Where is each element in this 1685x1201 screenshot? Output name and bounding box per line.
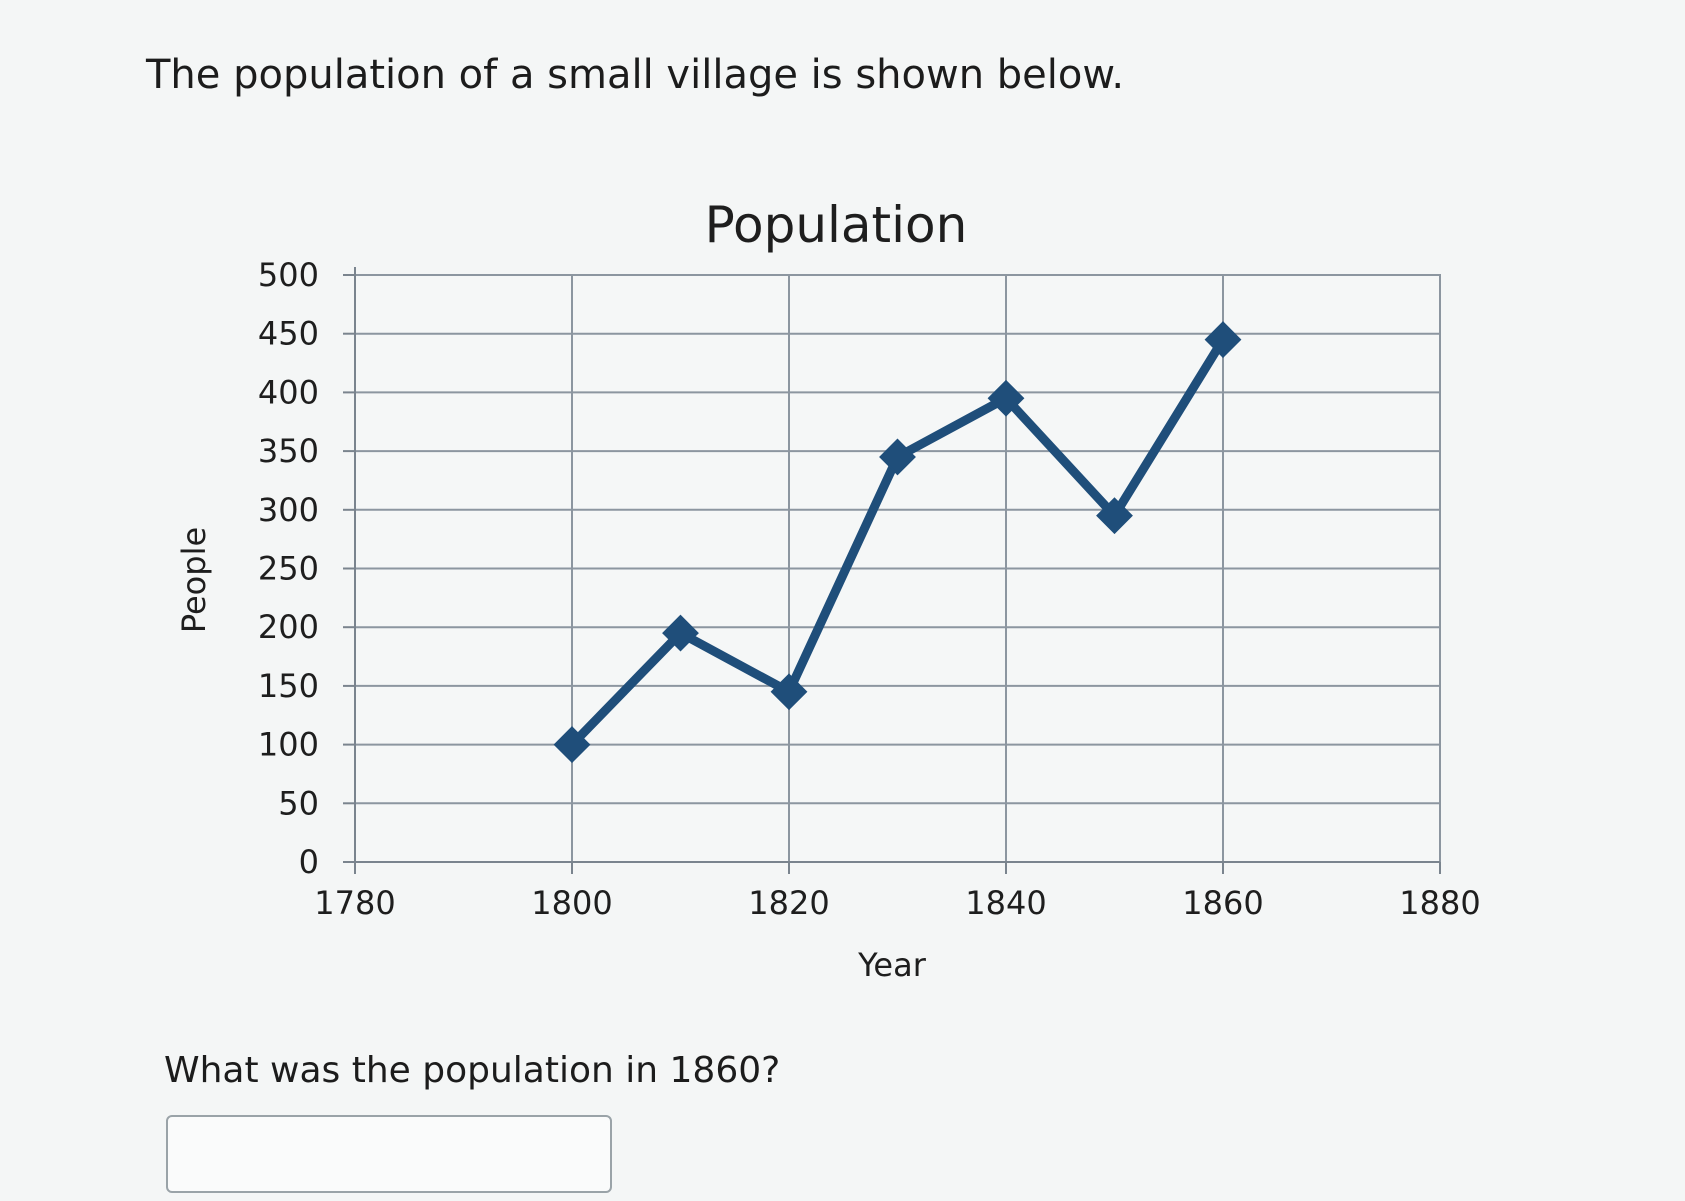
data-point-marker: [662, 614, 699, 652]
y-tick-label: 450: [258, 315, 319, 353]
population-chart: Population People Year 0 50 100 150 200 250 30…: [175, 196, 1481, 984]
y-tick-label: 350: [258, 432, 319, 470]
answer-input[interactable]: [166, 1115, 612, 1193]
y-tick-label: 50: [278, 784, 319, 822]
x-tick-label: 1840: [965, 884, 1046, 922]
y-tick-label: 400: [258, 373, 319, 411]
data-point-marker: [553, 726, 591, 764]
y-tick-label: 250: [258, 550, 319, 588]
x-tick-label: 1800: [531, 884, 612, 922]
question-text: The population of a small village is sho…: [146, 52, 1125, 98]
x-tick-label: 1780: [314, 884, 395, 922]
data-point-marker: [770, 673, 808, 711]
series-layer: [553, 321, 1242, 764]
y-tick-label: 150: [258, 667, 319, 705]
y-axis-title: People: [175, 527, 213, 633]
y-tick-label: 0: [299, 843, 319, 881]
x-axis-title: Year: [857, 946, 927, 984]
y-tick-label: 200: [258, 608, 319, 646]
data-point-marker: [1096, 497, 1133, 535]
data-point-marker: [987, 379, 1025, 417]
y-tick-label: 100: [258, 726, 319, 764]
x-tick-label: 1820: [748, 884, 829, 922]
chart-title: Population: [705, 196, 968, 254]
grid-layer: [354, 274, 1441, 863]
data-point-marker: [1204, 321, 1242, 358]
x-tick-label: 1860: [1182, 884, 1263, 922]
y-tick-label: 500: [258, 256, 319, 294]
x-tick-label: 1880: [1399, 884, 1480, 922]
axis-layer: 0 50 100 150 200 250 300 350 400 450 500 1780 1800 18…: [258, 256, 1481, 922]
data-point-marker: [879, 438, 916, 476]
y-tick-label: 300: [258, 491, 319, 529]
question-prompt: What was the population in 1860?: [164, 1050, 781, 1091]
